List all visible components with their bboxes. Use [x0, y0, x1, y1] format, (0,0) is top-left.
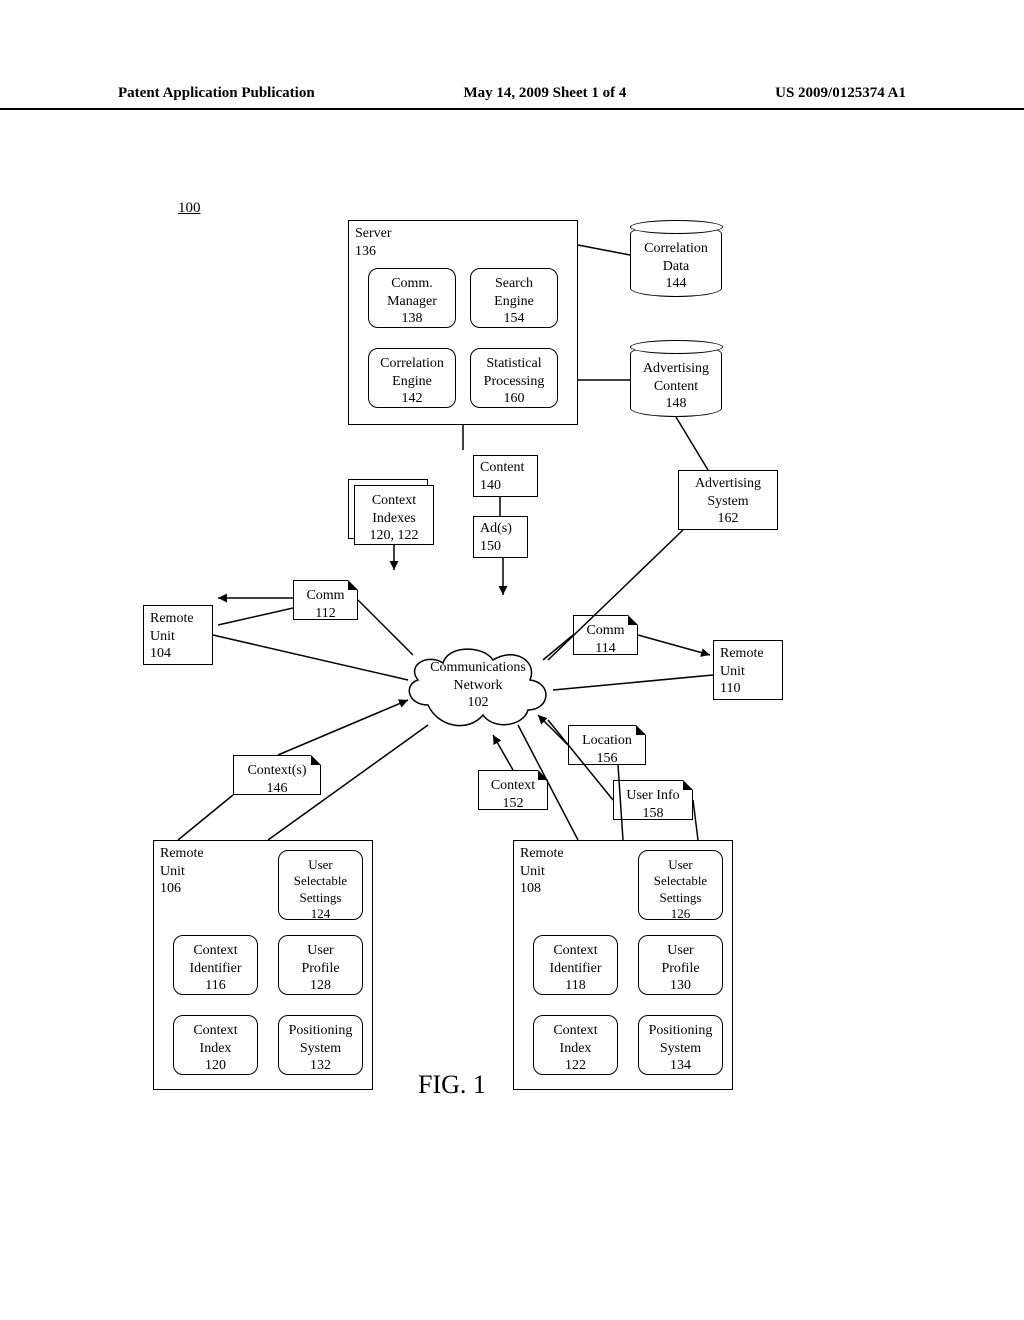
header-row: Patent Application Publication May 14, 2… [0, 85, 1024, 108]
header-left: Patent Application Publication [118, 85, 315, 102]
page-header: Patent Application Publication May 14, 2… [0, 85, 1024, 110]
edges [118, 200, 906, 1120]
header-center: May 14, 2009 Sheet 1 of 4 [463, 85, 626, 102]
page: Patent Application Publication May 14, 2… [0, 0, 1024, 1320]
header-right: US 2009/0125374 A1 [775, 85, 906, 102]
figure-1-diagram: 100 Server 136 Comm. Manager 138 Search … [118, 200, 906, 1120]
